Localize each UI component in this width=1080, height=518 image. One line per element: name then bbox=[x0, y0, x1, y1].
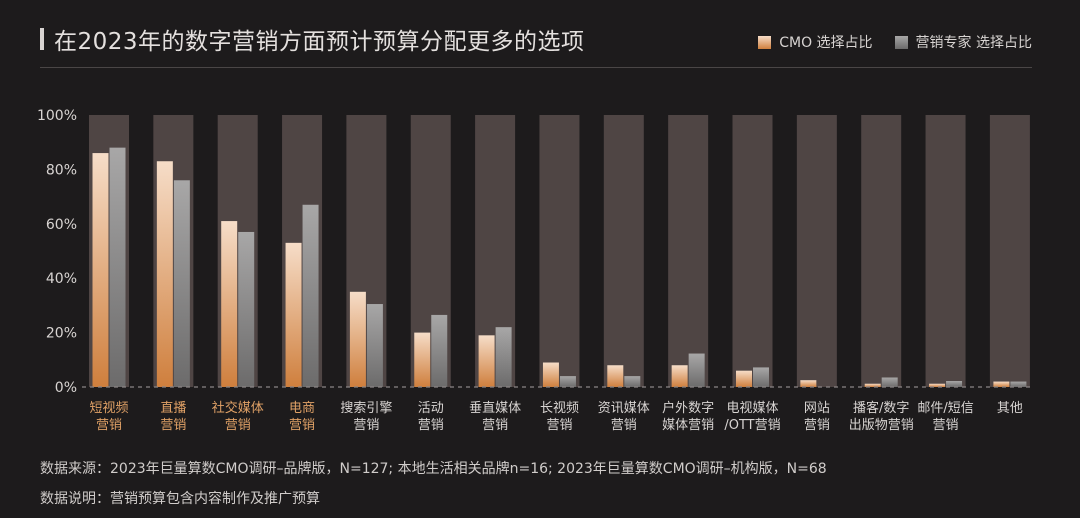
x-tick-label: 其他 bbox=[997, 401, 1023, 416]
column-background bbox=[539, 115, 580, 387]
x-tick-label: 营销 bbox=[482, 418, 508, 433]
bar-cmo bbox=[221, 221, 238, 387]
x-tick-label: 电商 bbox=[289, 401, 315, 416]
legend-swatch-expert bbox=[894, 35, 908, 49]
x-tick-label: 营销 bbox=[96, 418, 122, 433]
legend-label-expert: 营销专家 选择占比 bbox=[915, 35, 1032, 51]
x-tick-label: 邮件/短信 bbox=[917, 401, 973, 416]
bar-cmo bbox=[92, 153, 109, 387]
bar-cmo bbox=[349, 291, 366, 387]
bar-expert bbox=[688, 353, 705, 387]
bar-cmo bbox=[671, 365, 688, 387]
x-tick-label: 播客/数字 bbox=[853, 400, 909, 416]
y-tick-label: 40% bbox=[46, 271, 77, 287]
x-tick-label: 营销 bbox=[546, 418, 572, 433]
legend: CMO 选择占比 营销专家 选择占比 bbox=[758, 32, 1032, 52]
bar-expert bbox=[366, 304, 383, 387]
y-tick-label: 60% bbox=[46, 217, 77, 233]
bar-expert bbox=[495, 327, 512, 387]
bar-expert bbox=[559, 376, 576, 387]
bar-cmo bbox=[864, 383, 881, 387]
bar-cmo bbox=[607, 365, 624, 387]
legend-label-cmo: CMO 选择占比 bbox=[779, 35, 873, 51]
x-tick-label: 营销 bbox=[933, 418, 959, 433]
x-tick-label: 搜索引擎 bbox=[340, 401, 392, 416]
x-tick-label: 营销 bbox=[418, 418, 444, 433]
bar-expert bbox=[238, 231, 255, 387]
x-tick-label: 营销 bbox=[353, 418, 379, 433]
bar-cmo bbox=[993, 381, 1010, 387]
x-tick-label: 社交媒体 bbox=[212, 400, 264, 416]
bar-expert bbox=[431, 314, 448, 387]
column-background bbox=[989, 115, 1030, 387]
bar-expert bbox=[302, 204, 319, 387]
column-background bbox=[603, 115, 644, 387]
footer-note: 数据说明：营销预算包含内容制作及推广预算 bbox=[40, 491, 320, 507]
title-bar: 在2023年的数字营销方面预计预算分配更多的选项 bbox=[40, 22, 585, 56]
bar-cmo bbox=[929, 383, 946, 387]
bar-expert bbox=[624, 376, 641, 387]
bar-expert bbox=[173, 180, 190, 387]
legend-swatch-cmo bbox=[758, 35, 772, 49]
x-tick-label: 网站 bbox=[804, 401, 830, 416]
x-tick-label: 短视频 bbox=[89, 401, 128, 416]
x-tick-label: /OTT营销 bbox=[724, 418, 780, 433]
x-tick-label: 营销 bbox=[225, 418, 251, 433]
bar-cmo bbox=[542, 362, 559, 387]
title-divider bbox=[40, 67, 1032, 68]
legend-item-cmo: CMO 选择占比 bbox=[758, 32, 873, 52]
bar-cmo bbox=[800, 380, 817, 387]
x-tick-label: 营销 bbox=[804, 418, 830, 433]
column-background bbox=[925, 115, 966, 387]
column-background bbox=[861, 115, 902, 387]
x-tick-label: 营销 bbox=[611, 418, 637, 433]
x-tick-label: 活动 bbox=[418, 401, 444, 416]
bar-expert bbox=[753, 367, 769, 387]
bar-expert bbox=[946, 381, 963, 387]
x-tick-label: 营销 bbox=[160, 418, 186, 433]
chart-title: 在2023年的数字营销方面预计预算分配更多的选项 bbox=[54, 29, 585, 55]
y-tick-label: 100% bbox=[37, 108, 77, 124]
column-background bbox=[668, 115, 709, 387]
x-tick-label: 垂直媒体 bbox=[469, 401, 521, 416]
bars bbox=[92, 147, 1027, 387]
bar-expert bbox=[109, 147, 126, 387]
bar-cmo bbox=[285, 242, 302, 387]
bar-cmo bbox=[414, 332, 431, 387]
bar-cmo bbox=[156, 161, 173, 387]
x-tick-label: 出版物营销 bbox=[849, 418, 914, 433]
legend-item-expert: 营销专家 选择占比 bbox=[894, 32, 1032, 52]
x-tick-label: 直播 bbox=[160, 401, 186, 416]
bar-cmo bbox=[736, 370, 752, 387]
column-background bbox=[796, 115, 837, 387]
bar-expert bbox=[1010, 381, 1027, 387]
column-background bbox=[732, 115, 773, 387]
x-tick-label: 户外数字 bbox=[662, 400, 714, 416]
y-axis: 0% 20% 40% 60% 80% 100% bbox=[37, 108, 77, 396]
x-tick-label: 媒体营销 bbox=[662, 418, 714, 433]
y-tick-label: 80% bbox=[46, 162, 77, 178]
y-tick-label: 20% bbox=[46, 326, 77, 342]
y-tick-label: 0% bbox=[55, 380, 77, 396]
x-tick-label: 长视频 bbox=[540, 401, 579, 416]
title-accent-bar bbox=[40, 28, 44, 50]
x-tick-label: 营销 bbox=[289, 418, 315, 433]
x-tick-label: 资讯媒体 bbox=[598, 401, 650, 416]
footer-source: 数据来源：2023年巨量算数CMO调研–品牌版，N=127; 本地生活相关品牌n… bbox=[40, 461, 827, 477]
x-tick-label: 电视媒体 bbox=[726, 401, 778, 416]
bar-expert bbox=[881, 377, 898, 387]
bar-cmo bbox=[478, 335, 495, 387]
